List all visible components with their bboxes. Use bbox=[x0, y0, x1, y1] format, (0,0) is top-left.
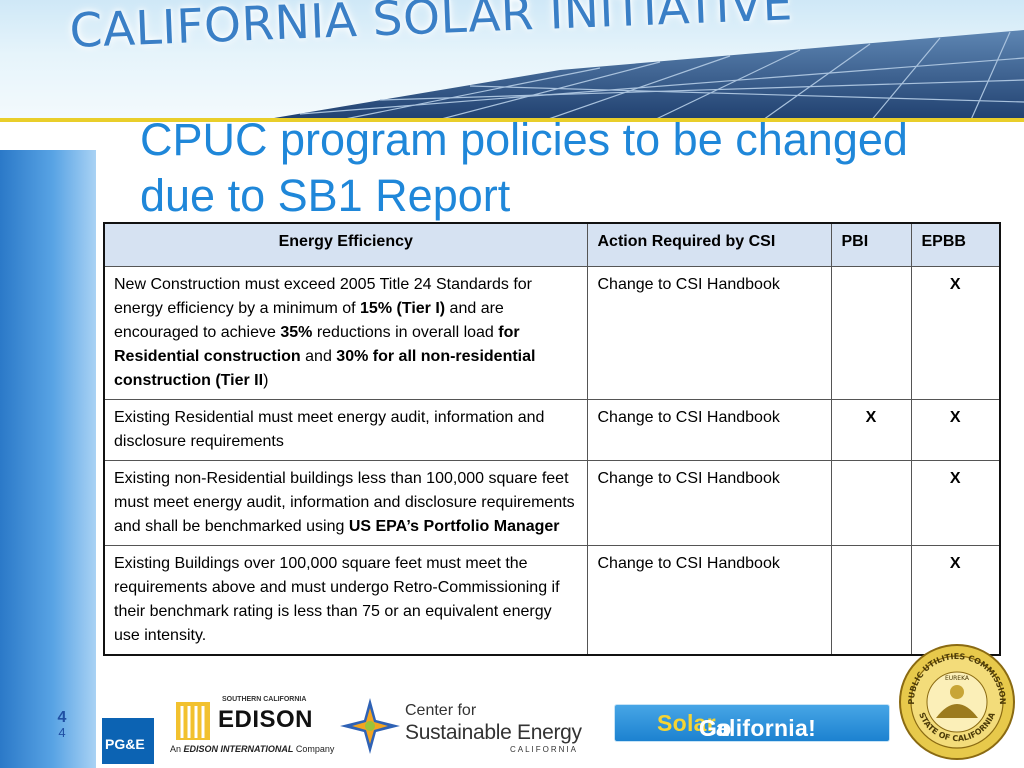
table-row: Existing non-Residential buildings less … bbox=[103, 460, 1001, 546]
edison-logo: SOUTHERN CALIFORNIA EDISON An EDISON INT… bbox=[168, 696, 334, 760]
policy-description-cell: New Construction must exceed 2005 Title … bbox=[103, 266, 588, 400]
action-required-cell: Change to CSI Handbook bbox=[586, 545, 832, 656]
action-required-cell: Change to CSI Handbook bbox=[586, 266, 832, 400]
column-header-pbi: PBI bbox=[830, 222, 912, 267]
pge-logo: PG&E bbox=[102, 718, 154, 764]
epbb-mark-cell: X bbox=[910, 460, 1001, 546]
header-banner: CALIFORNIA SOLAR INITIATIVE bbox=[0, 0, 1024, 122]
policy-description-cell: Existing Residential must meet energy au… bbox=[103, 399, 588, 461]
policy-table: Energy Efficiency Action Required by CSI… bbox=[103, 222, 1001, 656]
pbi-mark-cell: X bbox=[830, 399, 912, 461]
solar-panels-image bbox=[250, 30, 1024, 122]
pbi-mark-cell bbox=[830, 460, 912, 546]
table-header-row: Energy Efficiency Action Required by CSI… bbox=[103, 222, 1001, 267]
cse-star-icon bbox=[340, 698, 400, 754]
page-number: 4 4 bbox=[57, 709, 67, 740]
action-required-cell: Change to CSI Handbook bbox=[586, 460, 832, 546]
left-accent-bar bbox=[0, 150, 96, 768]
policy-description-cell: Existing Buildings over 100,000 square f… bbox=[103, 545, 588, 656]
slide-title-line1: CPUC program policies to be changed bbox=[140, 114, 908, 165]
pbi-mark-cell bbox=[830, 545, 912, 656]
column-header-epbb: EPBB bbox=[910, 222, 1001, 267]
edison-name: EDISON bbox=[218, 706, 314, 733]
edison-top-label: SOUTHERN CALIFORNIA bbox=[222, 696, 307, 703]
column-header-action: Action Required by CSI bbox=[586, 222, 832, 267]
go-solar-california-logo: Go Solar California! bbox=[614, 704, 890, 742]
slide-title: CPUC program policies to be changed due … bbox=[140, 112, 1020, 224]
action-required-cell: Change to CSI Handbook bbox=[586, 399, 832, 461]
slide-title-line2: due to SB1 Report bbox=[140, 170, 511, 221]
epbb-mark-cell: X bbox=[910, 266, 1001, 400]
svg-text:EUREKA: EUREKA bbox=[945, 675, 970, 682]
table-row: New Construction must exceed 2005 Title … bbox=[103, 266, 1001, 400]
table-row: Existing Buildings over 100,000 square f… bbox=[103, 545, 1001, 656]
epbb-mark-cell: X bbox=[910, 545, 1001, 656]
banner-divider bbox=[0, 118, 1024, 122]
epbb-mark-cell: X bbox=[910, 399, 1001, 461]
edison-sun-icon bbox=[176, 702, 210, 740]
cpuc-seal-icon: PUBLIC UTILITIES COMMISSION STATE OF CAL… bbox=[899, 644, 1015, 760]
edison-company: An EDISON INTERNATIONAL Company bbox=[170, 744, 335, 754]
policy-description-cell: Existing non-Residential buildings less … bbox=[103, 460, 588, 546]
column-header-energy-efficiency: Energy Efficiency bbox=[103, 222, 588, 267]
pbi-mark-cell bbox=[830, 266, 912, 400]
cse-logo-text: Center for Sustainable Energy CALIFORNIA bbox=[405, 702, 582, 754]
table-row: Existing Residential must meet energy au… bbox=[103, 399, 1001, 461]
